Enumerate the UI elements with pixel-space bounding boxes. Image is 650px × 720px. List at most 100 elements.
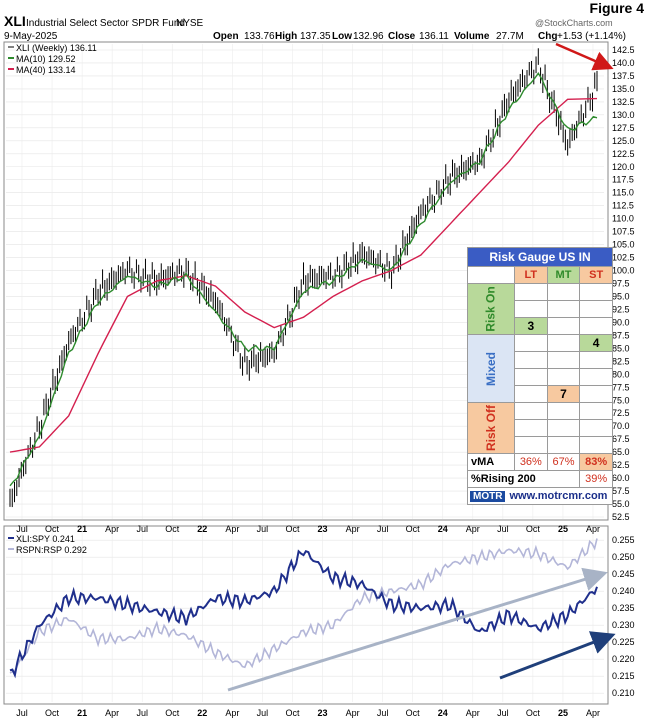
price-x-tick: 24 xyxy=(438,524,448,534)
price-y-tick: 112.5 xyxy=(612,201,634,211)
grid-cell xyxy=(546,317,581,335)
vma-st: 83% xyxy=(579,453,613,471)
ratio-y-tick: 0.225 xyxy=(612,637,635,647)
price-y-tick: 127.5 xyxy=(612,123,635,133)
price-y-tick: 87.5 xyxy=(612,330,630,340)
price-x-tick: Jul xyxy=(16,524,28,534)
price-y-tick: 70.0 xyxy=(612,421,630,431)
high-value: 137.35 xyxy=(300,31,331,42)
price-y-tick: 97.5 xyxy=(612,279,630,289)
price-y-tick: 57.5 xyxy=(612,486,630,496)
ratio-y-tick: 0.215 xyxy=(612,671,635,681)
price-y-tick: 85.0 xyxy=(612,343,630,353)
ratio-y-tick: 0.235 xyxy=(612,603,635,613)
price-y-tick: 65.0 xyxy=(612,447,630,457)
grid-cell xyxy=(514,402,548,420)
price-x-tick: Apr xyxy=(466,524,480,534)
col-header-mt: MT xyxy=(546,266,581,284)
price-y-tick: 60.0 xyxy=(612,473,630,483)
close-value: 136.11 xyxy=(419,31,449,42)
ratio-x-tick: Jul xyxy=(16,708,28,718)
st-score-cell: 4 xyxy=(579,334,613,352)
grid-cell xyxy=(546,368,581,386)
motr-url: www.motrcmr.com xyxy=(509,490,608,502)
grid-cell xyxy=(514,368,548,386)
price-x-tick: Jul xyxy=(497,524,509,534)
risk-gauge-table: Risk Gauge US IN LT MT ST Risk On 3 Mixe… xyxy=(466,247,613,505)
ratio-x-tick: Apr xyxy=(346,708,360,718)
price-y-tick: 55.0 xyxy=(612,499,630,509)
grid-cell xyxy=(546,300,581,318)
ratio-x-tick: Apr xyxy=(225,708,239,718)
price-y-tick: 95.0 xyxy=(612,291,630,301)
price-y-tick: 140.0 xyxy=(612,58,635,68)
header-symbol: XLI xyxy=(4,13,26,29)
price-y-tick: 72.5 xyxy=(612,408,630,418)
volume-label: Volume xyxy=(454,31,490,42)
ratio-y-tick: 0.240 xyxy=(612,586,635,596)
grid-cell xyxy=(579,436,613,454)
grid-cell xyxy=(514,300,548,318)
price-x-tick: 25 xyxy=(558,524,568,534)
price-y-tick: 82.5 xyxy=(612,356,630,366)
risk-gauge-footer: MOTR www.motrcmr.com xyxy=(467,487,613,505)
trend-arrow-blue xyxy=(499,631,616,680)
price-y-tick: 110.0 xyxy=(612,214,634,224)
grid-cell xyxy=(546,283,581,301)
price-x-tick: Apr xyxy=(586,524,600,534)
ratio-x-tick: 24 xyxy=(438,708,448,718)
grid-cell xyxy=(514,351,548,369)
grid-cell xyxy=(514,283,548,301)
price-y-tick: 130.0 xyxy=(612,110,635,120)
price-x-tick: Apr xyxy=(225,524,239,534)
ratio-x-tick: Oct xyxy=(406,708,421,718)
col-header-lt: LT xyxy=(514,266,548,284)
ratio-x-tick: Jul xyxy=(497,708,509,718)
close-label: Close xyxy=(388,31,416,42)
price-x-tick: Apr xyxy=(346,524,360,534)
price-y-tick: 102.5 xyxy=(612,253,635,263)
price-y-tick: 80.0 xyxy=(612,369,630,379)
grid-cell xyxy=(514,334,548,352)
trend-arrow-red xyxy=(555,42,614,71)
price-y-tick: 132.5 xyxy=(612,97,635,107)
watermark: @StockCharts.com xyxy=(535,18,613,28)
grid-cell xyxy=(579,317,613,335)
open-label: Open xyxy=(213,31,239,42)
ratio-x-tick: Jul xyxy=(136,708,148,718)
ratio-y-tick: 0.255 xyxy=(612,535,635,545)
price-y-tick: 62.5 xyxy=(612,460,630,470)
legend-ma40: MA(40) 133.14 xyxy=(16,65,76,75)
price-x-tick: Jul xyxy=(257,524,269,534)
ratio2-line xyxy=(9,538,598,674)
zone-risk-off-label: Risk Off xyxy=(484,404,499,452)
figure-label: Figure 4 xyxy=(589,0,644,16)
grid-cell xyxy=(514,419,548,437)
price-y-tick: 120.0 xyxy=(612,162,635,172)
price-x-tick: 22 xyxy=(197,524,207,534)
grid-cell xyxy=(579,368,613,386)
price-y-tick: 77.5 xyxy=(612,382,630,392)
header-date: 9-May-2025 xyxy=(4,31,58,42)
grid-cell xyxy=(579,283,613,301)
legend-ma10: MA(10) 129.52 xyxy=(16,54,76,64)
ratio-x-tick: Jul xyxy=(257,708,269,718)
price-y-tick: 125.0 xyxy=(612,136,635,146)
grid-cell xyxy=(579,300,613,318)
header-name: Industrial Select Sector SPDR Fund xyxy=(26,18,185,29)
ratio-x-tick: 25 xyxy=(558,708,568,718)
price-x-tick: Oct xyxy=(406,524,421,534)
mt-score-cell: 7 xyxy=(546,385,581,403)
zone-mixed-label: Mixed xyxy=(484,351,499,386)
price-x-tick: 21 xyxy=(77,524,87,534)
price-x-tick: Apr xyxy=(105,524,119,534)
grid-cell xyxy=(546,419,581,437)
price-y-tick: 92.5 xyxy=(612,304,630,314)
ratio-x-tick: 22 xyxy=(197,708,207,718)
ma10-line xyxy=(9,72,598,487)
ratio-y-tick: 0.245 xyxy=(612,569,635,579)
price-y-tick: 105.0 xyxy=(612,240,635,250)
price-y-tick: 135.0 xyxy=(612,84,635,94)
grid-cell xyxy=(514,436,548,454)
legend-ratio2: RSPN:RSP 0.292 xyxy=(16,545,87,555)
